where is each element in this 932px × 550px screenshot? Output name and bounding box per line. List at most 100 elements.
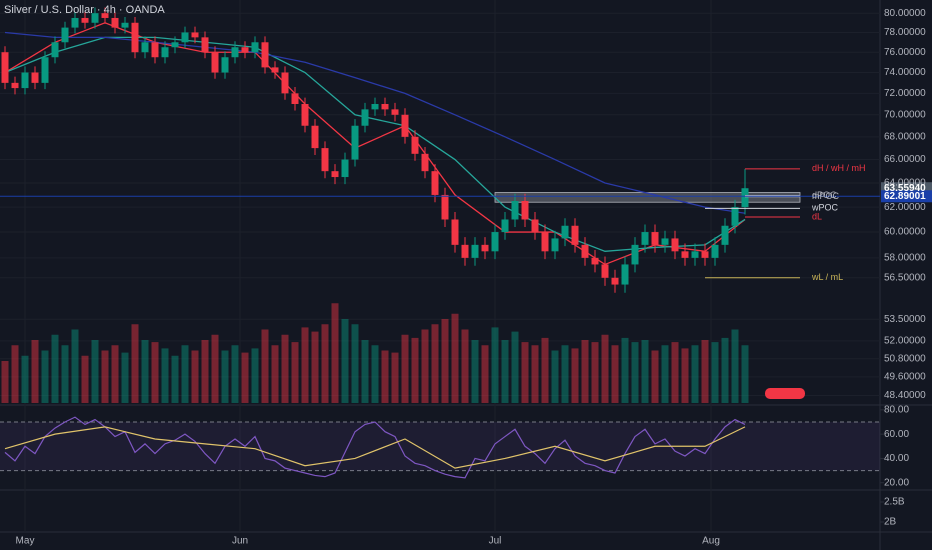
volume-bar [501, 340, 509, 403]
candle-body [101, 13, 109, 18]
volume-bar [601, 334, 609, 403]
lower-tick-label: 2.5B [884, 497, 905, 508]
candle-body [61, 27, 69, 43]
volume-bar [741, 345, 749, 403]
volume-bar [291, 342, 299, 403]
alert-icon[interactable] [765, 388, 805, 399]
candle-body [171, 42, 179, 48]
y-tick-label: 68.00000 [884, 131, 926, 142]
candle-body [381, 103, 389, 110]
candle-body [361, 109, 369, 126]
candle-body [471, 244, 479, 258]
candle-body [241, 47, 249, 53]
y-tick-label: 80.00000 [884, 8, 926, 19]
volume-bar [681, 348, 689, 403]
candle-body [441, 194, 449, 220]
rsi-tick-label: 20.00 [884, 477, 909, 488]
volume-bar [81, 355, 89, 403]
candle-body [481, 244, 489, 252]
candle-body [511, 201, 519, 220]
candle-body [661, 238, 669, 245]
volume-bar [261, 329, 269, 403]
volume-bar [411, 337, 419, 403]
candle-body [401, 114, 409, 137]
volume-bar [211, 334, 219, 403]
y-tick-label: 78.00000 [884, 27, 926, 38]
volume-bar [541, 337, 549, 403]
price-badge [881, 190, 932, 203]
volume-bar [471, 340, 479, 403]
candle-body [431, 171, 439, 195]
candle-body [681, 251, 689, 258]
candle-body [291, 93, 299, 104]
candle-body [271, 67, 279, 73]
volume-bar [641, 340, 649, 403]
candle-body [461, 244, 469, 258]
candle-body [501, 219, 509, 233]
level-label: wL / mL [811, 272, 843, 282]
y-tick-label: 50.80000 [884, 353, 926, 364]
volume-bar [381, 350, 389, 403]
volume-bar [331, 303, 339, 403]
volume-bar [121, 352, 129, 403]
candle-body [691, 251, 699, 258]
volume-bar [431, 324, 439, 403]
rsi-line [4, 416, 746, 479]
candle-body [731, 207, 739, 226]
volume-bar [571, 348, 579, 403]
rsi-tick-label: 60.00 [884, 429, 909, 440]
y-tick-label: 58.00000 [884, 252, 926, 263]
candle-body [611, 277, 619, 285]
volume-bar [591, 342, 599, 403]
volume-bar [241, 352, 249, 403]
rsi-ma-line [4, 426, 746, 469]
volume-bar [721, 337, 729, 403]
x-tick-label: May [16, 536, 35, 547]
level-label: dH / wH / mH [812, 163, 866, 173]
candle-body [581, 244, 589, 258]
level-label: dPOC [812, 190, 837, 200]
volume-bar [341, 319, 349, 403]
level-label: dL [812, 211, 822, 221]
y-tick-label: 70.00000 [884, 109, 926, 120]
volume-bar [31, 340, 39, 403]
candle-body [571, 225, 579, 245]
candle-body [351, 125, 359, 160]
candle-body [151, 42, 159, 58]
volume-bar [131, 324, 139, 403]
candle-body [721, 225, 729, 245]
volume-bar [361, 340, 369, 403]
volume-bar [611, 345, 619, 403]
candle-body [601, 264, 609, 278]
candle-body [451, 219, 459, 245]
y-tick-label: 56.50000 [884, 272, 926, 283]
candle-body [201, 37, 209, 53]
candle-body [221, 57, 229, 73]
y-tick-label: 72.00000 [884, 88, 926, 99]
volume-bar [511, 331, 519, 403]
candle-body [41, 57, 49, 83]
volume-bar [581, 340, 589, 403]
volume-bar [281, 334, 289, 403]
candle-body [371, 103, 379, 110]
candle-body [121, 22, 129, 28]
candle-body [141, 42, 149, 53]
y-tick-label: 64.00000 [884, 178, 926, 189]
candle-body [71, 17, 79, 28]
y-tick-label: 49.60000 [884, 372, 926, 383]
labels: 80.00000 78.00000 76.00000 74.00000 72.00000… [16, 8, 927, 547]
candle-body [491, 232, 499, 252]
y-tick-label: 74.00000 [884, 67, 926, 78]
volume-bar [311, 331, 319, 403]
candle-body [331, 171, 339, 178]
candle-body [701, 251, 709, 258]
y-tick-label: 62.00000 [884, 202, 926, 213]
candle-body [31, 72, 39, 83]
volume-bar [451, 313, 459, 403]
candle-body [671, 238, 679, 252]
volume-bar [191, 350, 199, 403]
volume-bar [71, 329, 79, 403]
y-tick-label: 76.00000 [884, 47, 926, 58]
volume-bar [621, 337, 629, 403]
